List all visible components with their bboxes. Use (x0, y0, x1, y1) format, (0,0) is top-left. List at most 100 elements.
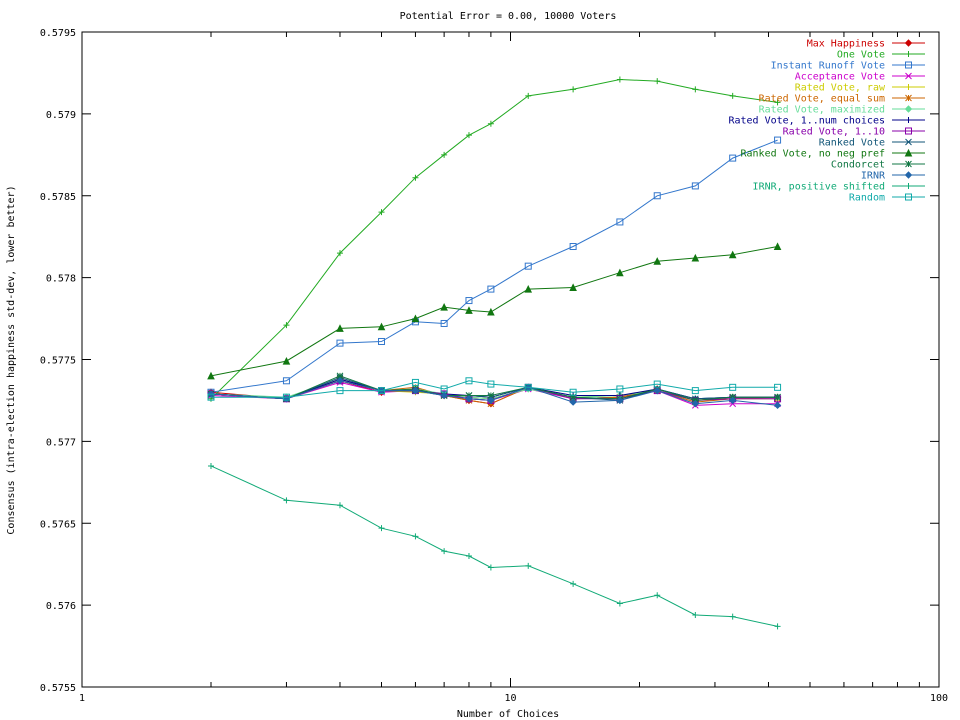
data-point (692, 611, 699, 618)
data-point (729, 92, 736, 99)
data-point (411, 314, 420, 323)
legend-marker (905, 183, 912, 189)
data-point (283, 322, 290, 329)
data-point (282, 393, 290, 401)
data-point (569, 283, 577, 291)
legend-marker (905, 72, 912, 80)
series-random (207, 377, 782, 401)
data-point (653, 380, 661, 388)
legend-label: Instant Runoff Vote (771, 61, 885, 72)
data-point (378, 209, 385, 216)
legend-label: IRNR (861, 171, 886, 182)
data-point (569, 393, 577, 401)
data-point (691, 253, 700, 262)
x-tick-label: 100 (930, 693, 948, 704)
legend-label: Rated Vote, 1..num choices (728, 116, 885, 127)
data-point (487, 380, 495, 388)
legend-label: IRNR, positive shifted (753, 182, 885, 193)
data-point (729, 154, 737, 162)
data-point (336, 377, 344, 385)
y-tick-label: 0.5755 (40, 683, 76, 694)
series-line (210, 465, 778, 627)
series-irnr-positive-shifted (207, 462, 781, 630)
data-point (616, 268, 624, 277)
data-point (378, 525, 385, 532)
legend-marker (905, 51, 912, 57)
legend-marker (904, 39, 913, 47)
y-tick-label: 0.578 (46, 274, 76, 285)
y-tick-label: 0.5795 (40, 28, 76, 39)
data-point (487, 396, 495, 405)
legend-marker (904, 171, 913, 179)
data-point (653, 386, 661, 395)
legend-label: One Vote (837, 50, 885, 61)
data-point (440, 391, 448, 400)
data-point (616, 218, 624, 226)
data-point (441, 151, 448, 158)
data-point (525, 562, 532, 569)
data-point (465, 395, 473, 403)
data-point (570, 86, 577, 93)
data-point (378, 337, 386, 345)
data-point (378, 387, 386, 395)
legend-marker (905, 127, 912, 135)
data-point (774, 136, 782, 144)
legend-label: Random (849, 193, 885, 204)
data-point (465, 297, 473, 305)
data-point (487, 285, 495, 293)
x-axis-label: Number of Choices (457, 709, 559, 720)
data-point (207, 462, 214, 469)
data-point (525, 92, 532, 99)
data-point (616, 385, 624, 393)
legend-marker (905, 84, 912, 90)
data-point (569, 398, 577, 406)
data-point (412, 174, 419, 181)
y-tick-label: 0.5785 (40, 192, 76, 203)
data-point (569, 243, 577, 251)
data-point (336, 250, 343, 257)
legend-label: Acceptance Vote (795, 72, 885, 83)
data-point (729, 613, 736, 620)
data-point (207, 393, 215, 401)
data-point (773, 401, 782, 410)
data-point (654, 592, 661, 599)
series-line (210, 78, 778, 400)
data-point (487, 392, 495, 399)
data-point (336, 387, 344, 395)
data-point (524, 383, 532, 391)
data-point (440, 385, 448, 393)
legend-marker (905, 160, 912, 168)
data-point (441, 548, 448, 555)
series-ranked-vote-no-neg-pref (207, 242, 782, 380)
legend-marker (905, 94, 912, 102)
data-point (773, 242, 782, 251)
data-point (487, 120, 494, 127)
data-point (616, 396, 624, 405)
data-point (691, 400, 700, 408)
data-point (616, 76, 623, 83)
legend-marker (905, 138, 912, 146)
legend-marker (905, 61, 912, 69)
data-point (487, 564, 494, 571)
legend-label: Ranked Vote, no neg pref (741, 149, 886, 160)
data-point (336, 372, 344, 380)
data-point (653, 192, 661, 200)
data-point (440, 319, 448, 327)
data-point (412, 533, 419, 540)
legend-label: Rated Vote, maximized (759, 105, 885, 116)
data-point (774, 383, 782, 391)
x-tick-label: 10 (504, 693, 516, 704)
chart-title: Potential Error = 0.00, 10000 Voters (400, 11, 617, 22)
data-point (336, 502, 343, 509)
legend-label: Condorcet (831, 160, 885, 171)
legend-label: Max Happiness (807, 39, 885, 50)
data-point (207, 371, 215, 380)
data-point (465, 553, 472, 559)
data-point (377, 322, 386, 331)
data-point (524, 262, 532, 270)
data-point (283, 497, 290, 504)
data-point (465, 306, 473, 314)
axis-ticks: 0.5755 0.576 0.5765 0.577 0.5775 0.578 0.5785 0… (40, 28, 948, 704)
